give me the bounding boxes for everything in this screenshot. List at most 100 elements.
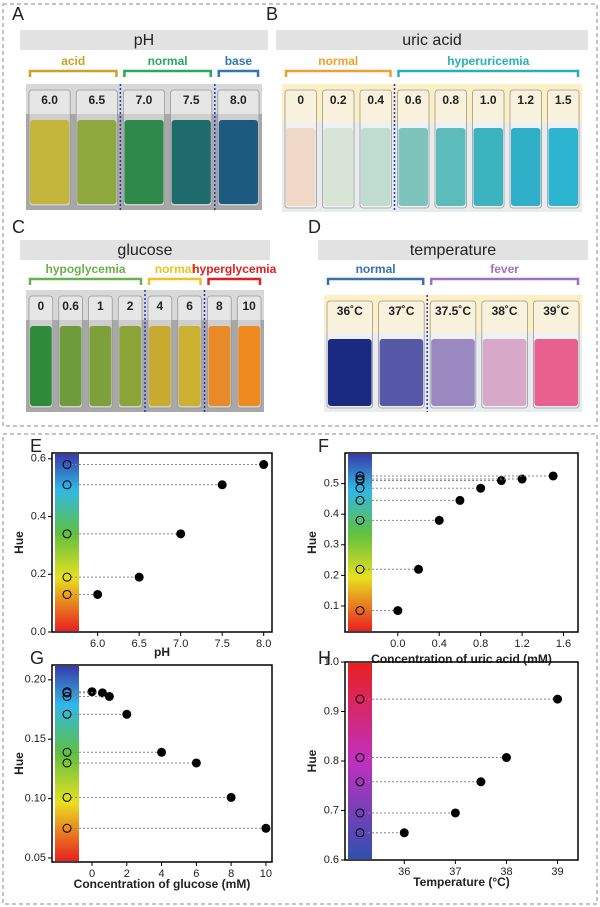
vial-liquid [473,128,503,206]
point [414,564,424,574]
x-tick-label: 8.0 [256,638,271,650]
vial-liquid [534,339,578,406]
x-tick-label: 0.0 [390,638,405,650]
group-label: acid [61,54,85,68]
vial-label: 0 [297,93,304,107]
panel-letter: A [12,4,24,24]
x-tick-label: 38 [500,866,512,878]
y-tick-label: 0.0 [31,626,46,638]
group-bracket [429,277,580,285]
colorbar-marker [355,564,365,574]
panel-letter: E [30,436,42,456]
vial-liquid [286,128,316,206]
y-tick-label: 0.1 [324,600,339,612]
vial-label: 38˚C [492,304,518,318]
x-tick-label: 0 [89,868,95,880]
vial-label: 7.5 [183,93,200,107]
panel-letter: C [12,217,25,237]
vial-label: 10 [242,299,256,313]
vial-liquid [328,339,372,406]
vial-liquid [119,326,141,406]
colorbar-marker [355,808,365,818]
vial-liquid [361,128,391,206]
vial-label: 6 [186,299,193,313]
group-label: normal [356,262,396,276]
colorbar-marker [355,515,365,525]
y-tick-label: 0.4 [324,508,339,520]
vial-label: 2 [127,299,134,313]
x-tick-label: 7.0 [173,638,188,650]
group-label: normal [318,54,358,68]
colorbar-marker [355,694,365,704]
point [191,758,201,768]
point [393,606,403,616]
y-tick-label: 0.5 [324,478,339,490]
title-bar [276,30,588,50]
vial-liquid [171,120,211,204]
vial-label: 1 [97,299,104,313]
y-tick-label: 0.20 [25,674,46,686]
x-tick-label: 37 [449,866,461,878]
point [97,688,107,698]
vial-liquid [238,326,260,406]
colorbar-marker [62,589,72,599]
x-axis-label: Temperature (°C) [413,875,510,889]
top-frame [2,3,598,427]
panel-title: uric acid [402,32,462,49]
vial-liquid [218,120,258,204]
y-tick-label: 0.05 [25,852,46,864]
group-label: base [225,54,253,68]
vial-liquid [398,128,428,206]
point [259,460,269,470]
point [450,808,460,818]
y-axis-label: Hue [305,749,319,772]
x-tick-label: 2 [124,868,130,880]
panel-letter: B [266,4,278,24]
group-label: normal [148,54,188,68]
panel-letter: H [318,648,331,668]
group-bracket [147,277,202,285]
point [134,572,144,582]
vial-liquid [30,120,70,204]
panel-letter: G [30,648,44,668]
x-tick-label: 6.5 [132,638,147,650]
group-label: fever [490,262,519,276]
plot-frame [51,452,273,633]
vial-liquid [77,120,117,204]
vial-liquid [431,339,475,406]
point [261,823,271,833]
point [496,476,506,486]
y-tick-label: 0.2 [324,569,339,581]
point [176,529,186,539]
colorbar-marker [62,529,72,539]
vial-liquid [178,326,201,406]
vial-liquid [124,120,164,204]
group-label: hypoglycemia [45,262,125,276]
title-bar [20,240,270,260]
point [157,747,167,757]
y-tick-label: 0.8 [324,755,339,767]
vial-label: 8 [216,299,223,313]
panel-letter: F [318,436,329,456]
colorbar-marker [355,471,365,481]
colorbar-marker [62,572,72,582]
group-label: hyperglycemia [192,262,276,276]
vial-label: 6.5 [88,93,105,107]
vial-liquid [323,128,353,206]
vial-label: 37˚C [388,304,414,318]
colorbar [55,454,79,631]
vial-label: 8.0 [230,93,247,107]
group-bracket [217,69,260,77]
colorbar-marker [62,823,72,833]
point [455,495,465,505]
x-tick-label: 1.6 [556,638,571,650]
x-tick-label: 0.8 [473,638,488,650]
x-tick-label: 6.0 [90,638,105,650]
vial-liquid [511,128,541,206]
title-bar [20,30,268,50]
group-bracket [397,69,580,77]
y-tick-label: 0.15 [25,733,46,745]
group-label: normal [155,262,195,276]
bottom-frame [2,433,598,905]
vial-label: 6.0 [41,93,58,107]
